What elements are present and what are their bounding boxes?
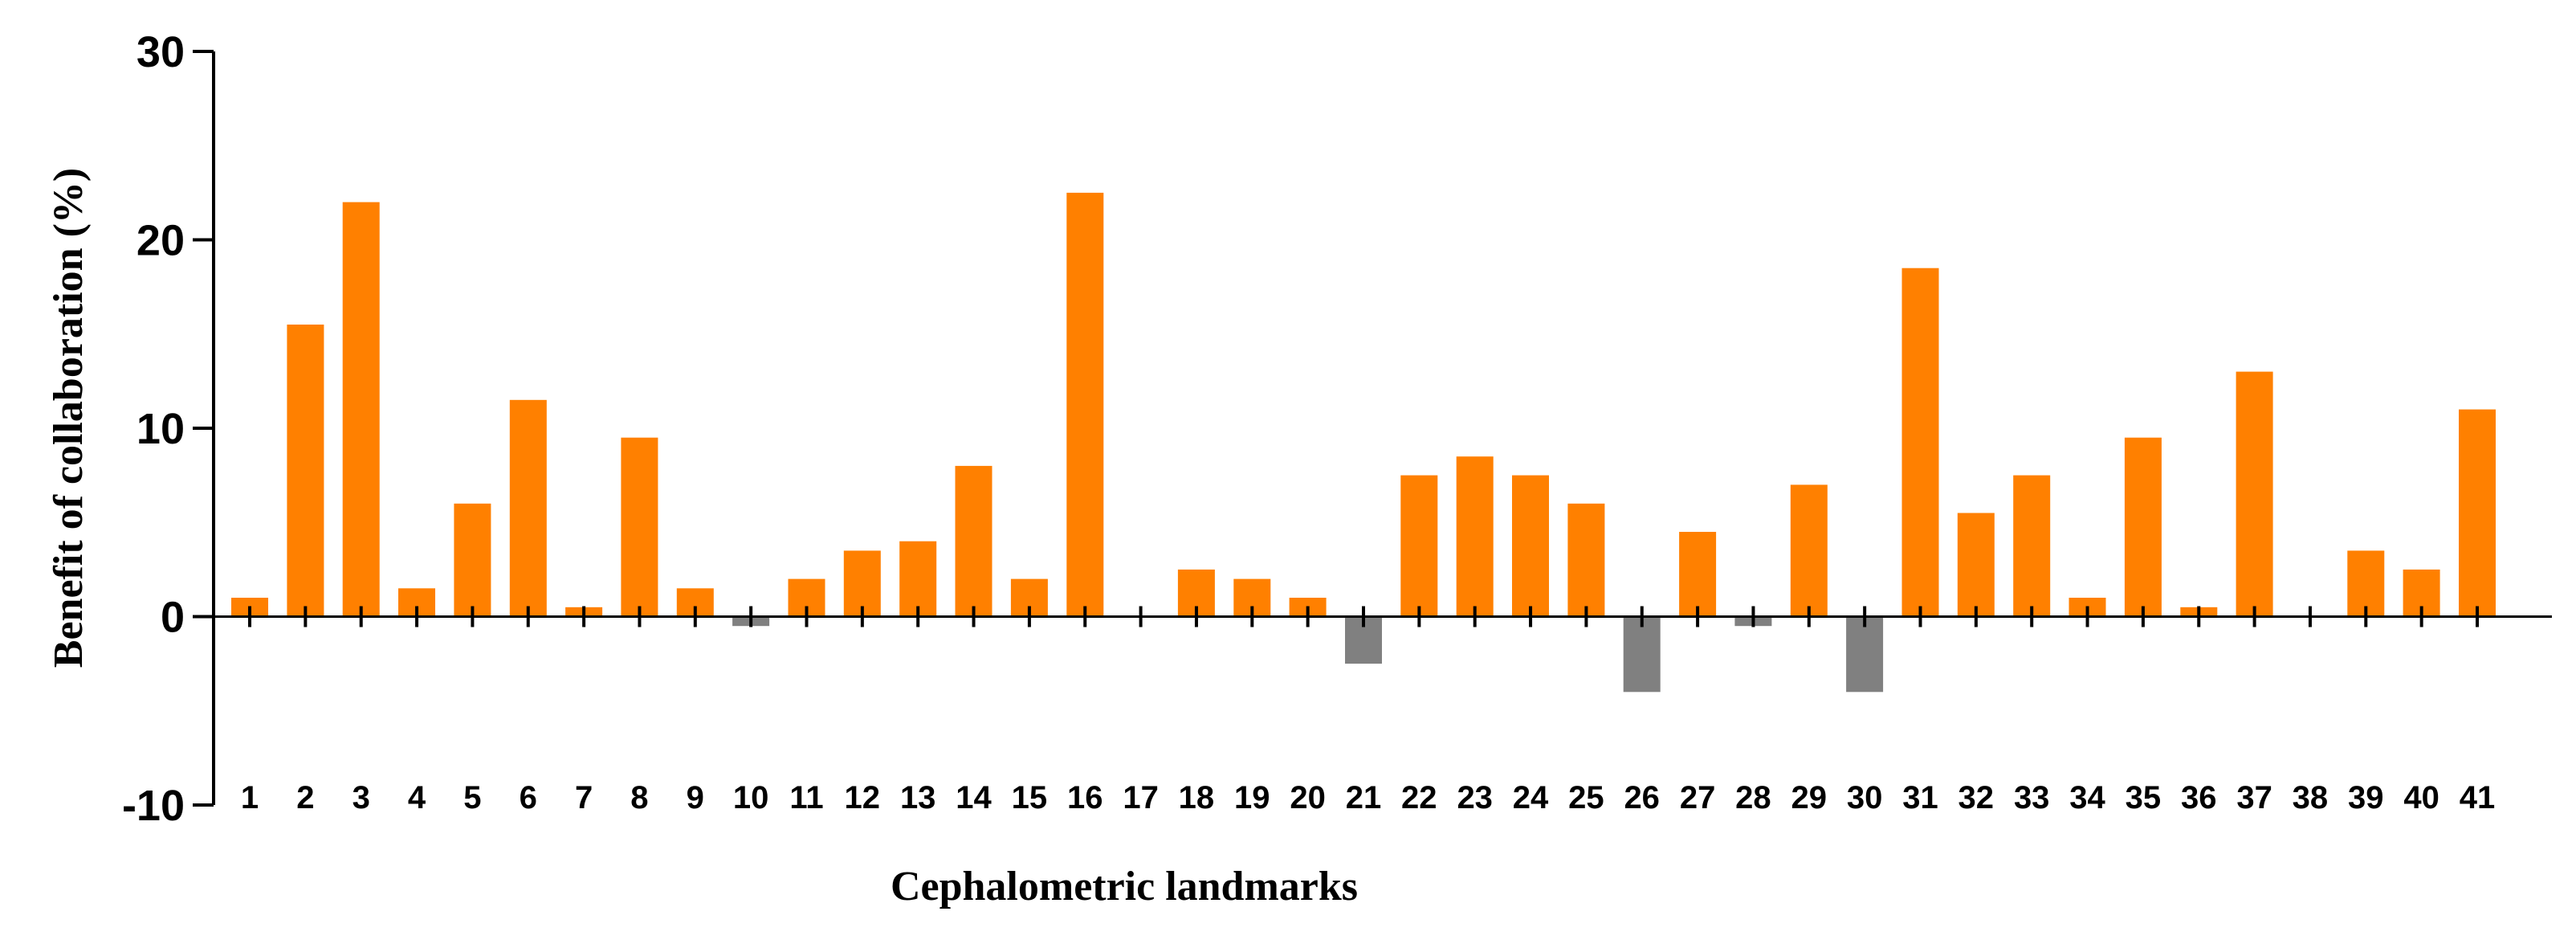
y-tick-label: 0 [161, 594, 185, 642]
x-tick-label: 29 [1791, 780, 1828, 815]
bar [1512, 475, 1549, 617]
y-tick-group: -10 0 10 20 30 [122, 28, 214, 830]
bar [1400, 475, 1438, 617]
bar [342, 202, 380, 617]
bar [287, 325, 324, 617]
x-tick-label: 39 [2348, 780, 2384, 815]
x-tick-label: 11 [789, 780, 823, 815]
bar [1623, 616, 1661, 693]
x-tick-label: 24 [1513, 780, 1549, 815]
x-tick-label: 32 [1958, 780, 1995, 815]
x-tick-label: 41 [2460, 780, 2496, 815]
x-tick-label: 13 [900, 780, 936, 815]
x-tick-label: 16 [1067, 780, 1103, 815]
x-tick-label: 4 [408, 780, 426, 815]
bar [621, 437, 658, 617]
bar [955, 465, 992, 617]
x-tick-label: 30 [1847, 780, 1883, 815]
x-tick-label: 17 [1123, 780, 1159, 815]
x-tick-label: 40 [2403, 780, 2439, 815]
x-tick-label: 26 [1624, 780, 1660, 815]
x-tick-label: 8 [630, 780, 648, 815]
x-tick-label: 27 [1680, 780, 1716, 815]
x-tick-label: 2 [296, 780, 314, 815]
x-tick-label: 21 [1346, 780, 1382, 815]
x-tick-label: 18 [1179, 780, 1215, 815]
x-tick-label: 25 [1568, 780, 1604, 815]
x-axis-title: Cephalometric landmarks [891, 864, 1358, 909]
x-tick-label: 22 [1401, 780, 1437, 815]
bar [1679, 532, 1717, 617]
x-tick-label: 5 [463, 780, 481, 815]
bar [1066, 192, 1104, 617]
x-tick-label: 28 [1735, 780, 1771, 815]
y-tick-label: 10 [137, 405, 185, 453]
x-tick-label: 19 [1234, 780, 1270, 815]
y-axis-title: Benefit of collaboration (%) [46, 168, 92, 668]
x-tick-label: 35 [2126, 780, 2162, 815]
x-tick-label: 37 [2236, 780, 2272, 815]
y-tick-label: 20 [137, 217, 185, 265]
bar [1901, 268, 1939, 617]
bar [1456, 456, 1494, 617]
x-tick-label: 31 [1902, 780, 1938, 815]
bar [509, 399, 547, 617]
bar [454, 503, 491, 617]
x-tick-label: 23 [1457, 780, 1493, 815]
bar [1957, 513, 1995, 617]
x-tick-label: 36 [2181, 780, 2217, 815]
bar [1790, 484, 1828, 617]
x-tick-label: 3 [353, 780, 370, 815]
x-tick-label: 15 [1012, 780, 1048, 815]
x-tick-label: 7 [575, 780, 593, 815]
x-tick-group: 1 2 3 4 5 6 7 8 9 10 11 12 13 14 15 16 17 18 19 20 21 22 23 24 2… [241, 606, 2496, 815]
y-tick-label: -10 [122, 782, 185, 830]
bar [2124, 437, 2162, 617]
x-tick-label: 34 [2069, 780, 2105, 815]
x-tick-label: 20 [1290, 780, 1326, 815]
bar [843, 550, 881, 617]
x-tick-label: 38 [2293, 780, 2329, 815]
x-tick-label: 1 [241, 780, 259, 815]
bar [1846, 616, 1884, 693]
x-tick-label: 12 [845, 780, 881, 815]
bar [1567, 503, 1605, 617]
x-tick-label: 10 [733, 780, 769, 815]
bars-group [231, 192, 2496, 693]
x-tick-label: 14 [956, 780, 992, 815]
x-tick-label: 9 [687, 780, 704, 815]
x-tick-label: 33 [2014, 780, 2050, 815]
x-tick-label: 6 [520, 780, 537, 815]
y-tick-label: 30 [137, 28, 185, 76]
bar [899, 541, 937, 617]
axes-group [212, 51, 2552, 805]
bar [2459, 409, 2496, 617]
bar [2347, 550, 2385, 617]
bar [2236, 371, 2273, 617]
bar [2013, 475, 2051, 617]
